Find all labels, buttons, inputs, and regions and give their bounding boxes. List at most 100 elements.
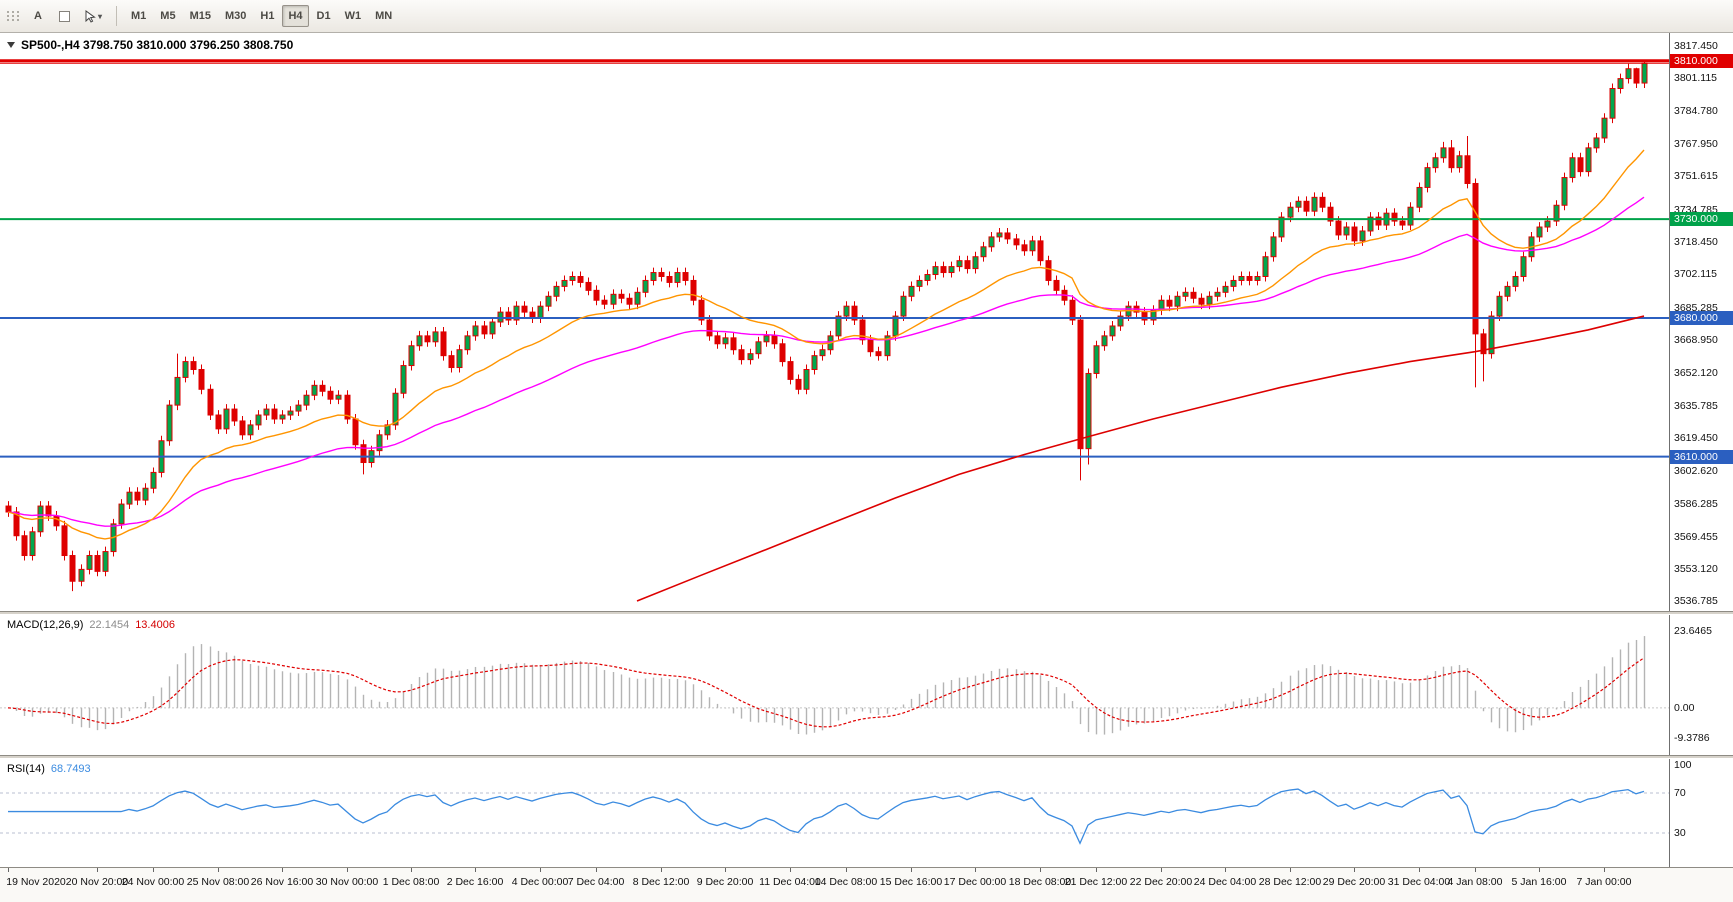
price-axis-label: 3801.115 <box>1674 72 1718 85</box>
price-axis-label: 3569.455 <box>1674 530 1718 543</box>
time-axis-label: 22 Dec 20:00 <box>1129 876 1193 888</box>
time-axis-label: 17 Dec 00:00 <box>943 876 1007 888</box>
time-tick <box>596 868 597 872</box>
time-tick <box>1096 868 1097 872</box>
rsi-panel: RSI(14) 68.7493 100 70 30 <box>0 759 1733 867</box>
time-axis-label: 5 Jan 16:00 <box>1511 876 1567 888</box>
time-tick <box>1475 868 1476 872</box>
time-axis-label: 26 Nov 16:00 <box>250 876 314 888</box>
rectangle-icon <box>58 10 70 22</box>
time-tick <box>347 868 348 872</box>
time-tick <box>1225 868 1226 872</box>
price-panel: SP500-,H4 3798.750 3810.000 3796.250 380… <box>0 33 1733 611</box>
time-axis-label: 19 Nov 2020 <box>6 876 66 888</box>
toolbar-separator <box>116 6 118 26</box>
panel-splitter[interactable] <box>0 755 1733 759</box>
time-tick <box>8 868 9 872</box>
time-tick <box>1040 868 1041 872</box>
macd-title: MACD(12,26,9) 22.1454 13.4006 <box>7 619 175 631</box>
toolbar-drag-handle[interactable] <box>6 6 20 26</box>
time-tick <box>1539 868 1540 872</box>
text-tool-button[interactable]: A <box>26 5 50 27</box>
timeframe-button-h4[interactable]: H4 <box>282 5 309 27</box>
macd-axis-label: 0.00 <box>1674 701 1695 714</box>
time-tick <box>411 868 412 872</box>
cursor-icon <box>85 9 96 23</box>
time-axis-label: 9 Dec 20:00 <box>696 876 754 888</box>
macd-main-value: 22.1454 <box>89 619 130 631</box>
timeframe-button-m30[interactable]: M30 <box>219 5 252 27</box>
rsi-axis-label: 70 <box>1674 787 1686 799</box>
time-tick <box>725 868 726 872</box>
timeframe-button-w1[interactable]: W1 <box>339 5 368 27</box>
macd-axis[interactable]: 23.6465 0.00 -9.3786 <box>1669 615 1733 755</box>
timeframe-toolbar: M1 M5 M15 M30 H1 H4 D1 W1 MN <box>125 5 398 27</box>
price-axis-label: 3751.615 <box>1674 170 1718 183</box>
price-axis-label: 3784.780 <box>1674 104 1718 117</box>
time-axis-label: 21 Dec 12:00 <box>1064 876 1128 888</box>
price-chart-canvas[interactable] <box>0 33 1669 611</box>
price-axis-label: 3718.450 <box>1674 235 1718 248</box>
toolbar: A ▾ M1 M5 M15 M30 H1 H4 D1 W1 MN <box>0 0 1733 33</box>
price-badge: 3680.000 <box>1670 311 1733 326</box>
chart-marker-icon <box>7 42 15 48</box>
timeframe-button-m1[interactable]: M1 <box>125 5 152 27</box>
time-axis-label: 24 Nov 00:00 <box>121 876 185 888</box>
time-tick <box>218 868 219 872</box>
chart-title-text: SP500-,H4 3798.750 3810.000 3796.250 380… <box>21 38 294 52</box>
price-axis-label: 3668.950 <box>1674 333 1718 346</box>
time-axis-label: 2 Dec 16:00 <box>446 876 504 888</box>
price-axis-label: 3652.120 <box>1674 367 1718 380</box>
price-axis-label: 3553.120 <box>1674 563 1718 576</box>
time-axis-label: 20 Nov 20:00 <box>65 876 129 888</box>
time-tick <box>790 868 791 872</box>
price-axis-label: 3702.115 <box>1674 268 1718 281</box>
timeframe-button-m15[interactable]: M15 <box>184 5 217 27</box>
cursor-tool-button[interactable]: ▾ <box>78 5 108 27</box>
rectangle-tool-button[interactable] <box>52 5 76 27</box>
macd-canvas[interactable] <box>0 615 1669 755</box>
price-axis-label: 3685.285 <box>1674 301 1718 314</box>
timeframe-button-d1[interactable]: D1 <box>311 5 337 27</box>
macd-axis-label: -9.3786 <box>1674 732 1710 745</box>
time-tick <box>1604 868 1605 872</box>
price-axis-label: 3635.785 <box>1674 399 1718 412</box>
timeframe-button-m5[interactable]: M5 <box>154 5 181 27</box>
price-axis-label: 3619.450 <box>1674 431 1718 444</box>
time-tick <box>661 868 662 872</box>
timeframe-button-h1[interactable]: H1 <box>254 5 280 27</box>
timeframe-button-mn[interactable]: MN <box>369 5 398 27</box>
time-tick <box>282 868 283 872</box>
time-tick <box>975 868 976 872</box>
price-axis-label: 3536.785 <box>1674 595 1718 608</box>
time-tick <box>540 868 541 872</box>
time-axis-label: 24 Dec 04:00 <box>1193 876 1257 888</box>
time-tick <box>1419 868 1420 872</box>
panel-splitter[interactable] <box>0 611 1733 615</box>
time-tick <box>1290 868 1291 872</box>
time-axis-label: 11 Dec 04:00 <box>759 876 821 888</box>
time-tick <box>153 868 154 872</box>
time-tick <box>1161 868 1162 872</box>
time-axis-label: 4 Dec 00:00 <box>511 876 569 888</box>
price-axis-label: 3586.285 <box>1674 497 1718 510</box>
time-axis-label: 29 Dec 20:00 <box>1322 876 1386 888</box>
price-badge: 3810.000 <box>1670 53 1733 68</box>
chevron-down-icon: ▾ <box>98 11 103 21</box>
time-axis-label: 1 Dec 08:00 <box>382 876 440 888</box>
rsi-axis[interactable]: 100 70 30 <box>1669 759 1733 867</box>
rsi-title: RSI(14) 68.7493 <box>7 763 91 775</box>
time-tick <box>97 868 98 872</box>
time-axis-label: 31 Dec 04:00 <box>1387 876 1451 888</box>
time-tick <box>1354 868 1355 872</box>
time-tick <box>475 868 476 872</box>
time-axis[interactable]: 19 Nov 2020 20 Nov 20:00 24 Nov 00:00 25 No… <box>0 867 1733 902</box>
time-axis-label: 8 Dec 12:00 <box>632 876 690 888</box>
rsi-canvas[interactable] <box>0 759 1669 867</box>
price-axis[interactable]: 3817.450 3801.115 3784.780 3767.950 3751.615… <box>1669 33 1733 611</box>
time-axis-label: 25 Nov 08:00 <box>186 876 250 888</box>
price-badge: 3610.000 <box>1670 449 1733 464</box>
price-axis-label: 3817.450 <box>1674 40 1718 53</box>
time-axis-label: 7 Dec 04:00 <box>567 876 625 888</box>
time-tick <box>846 868 847 872</box>
